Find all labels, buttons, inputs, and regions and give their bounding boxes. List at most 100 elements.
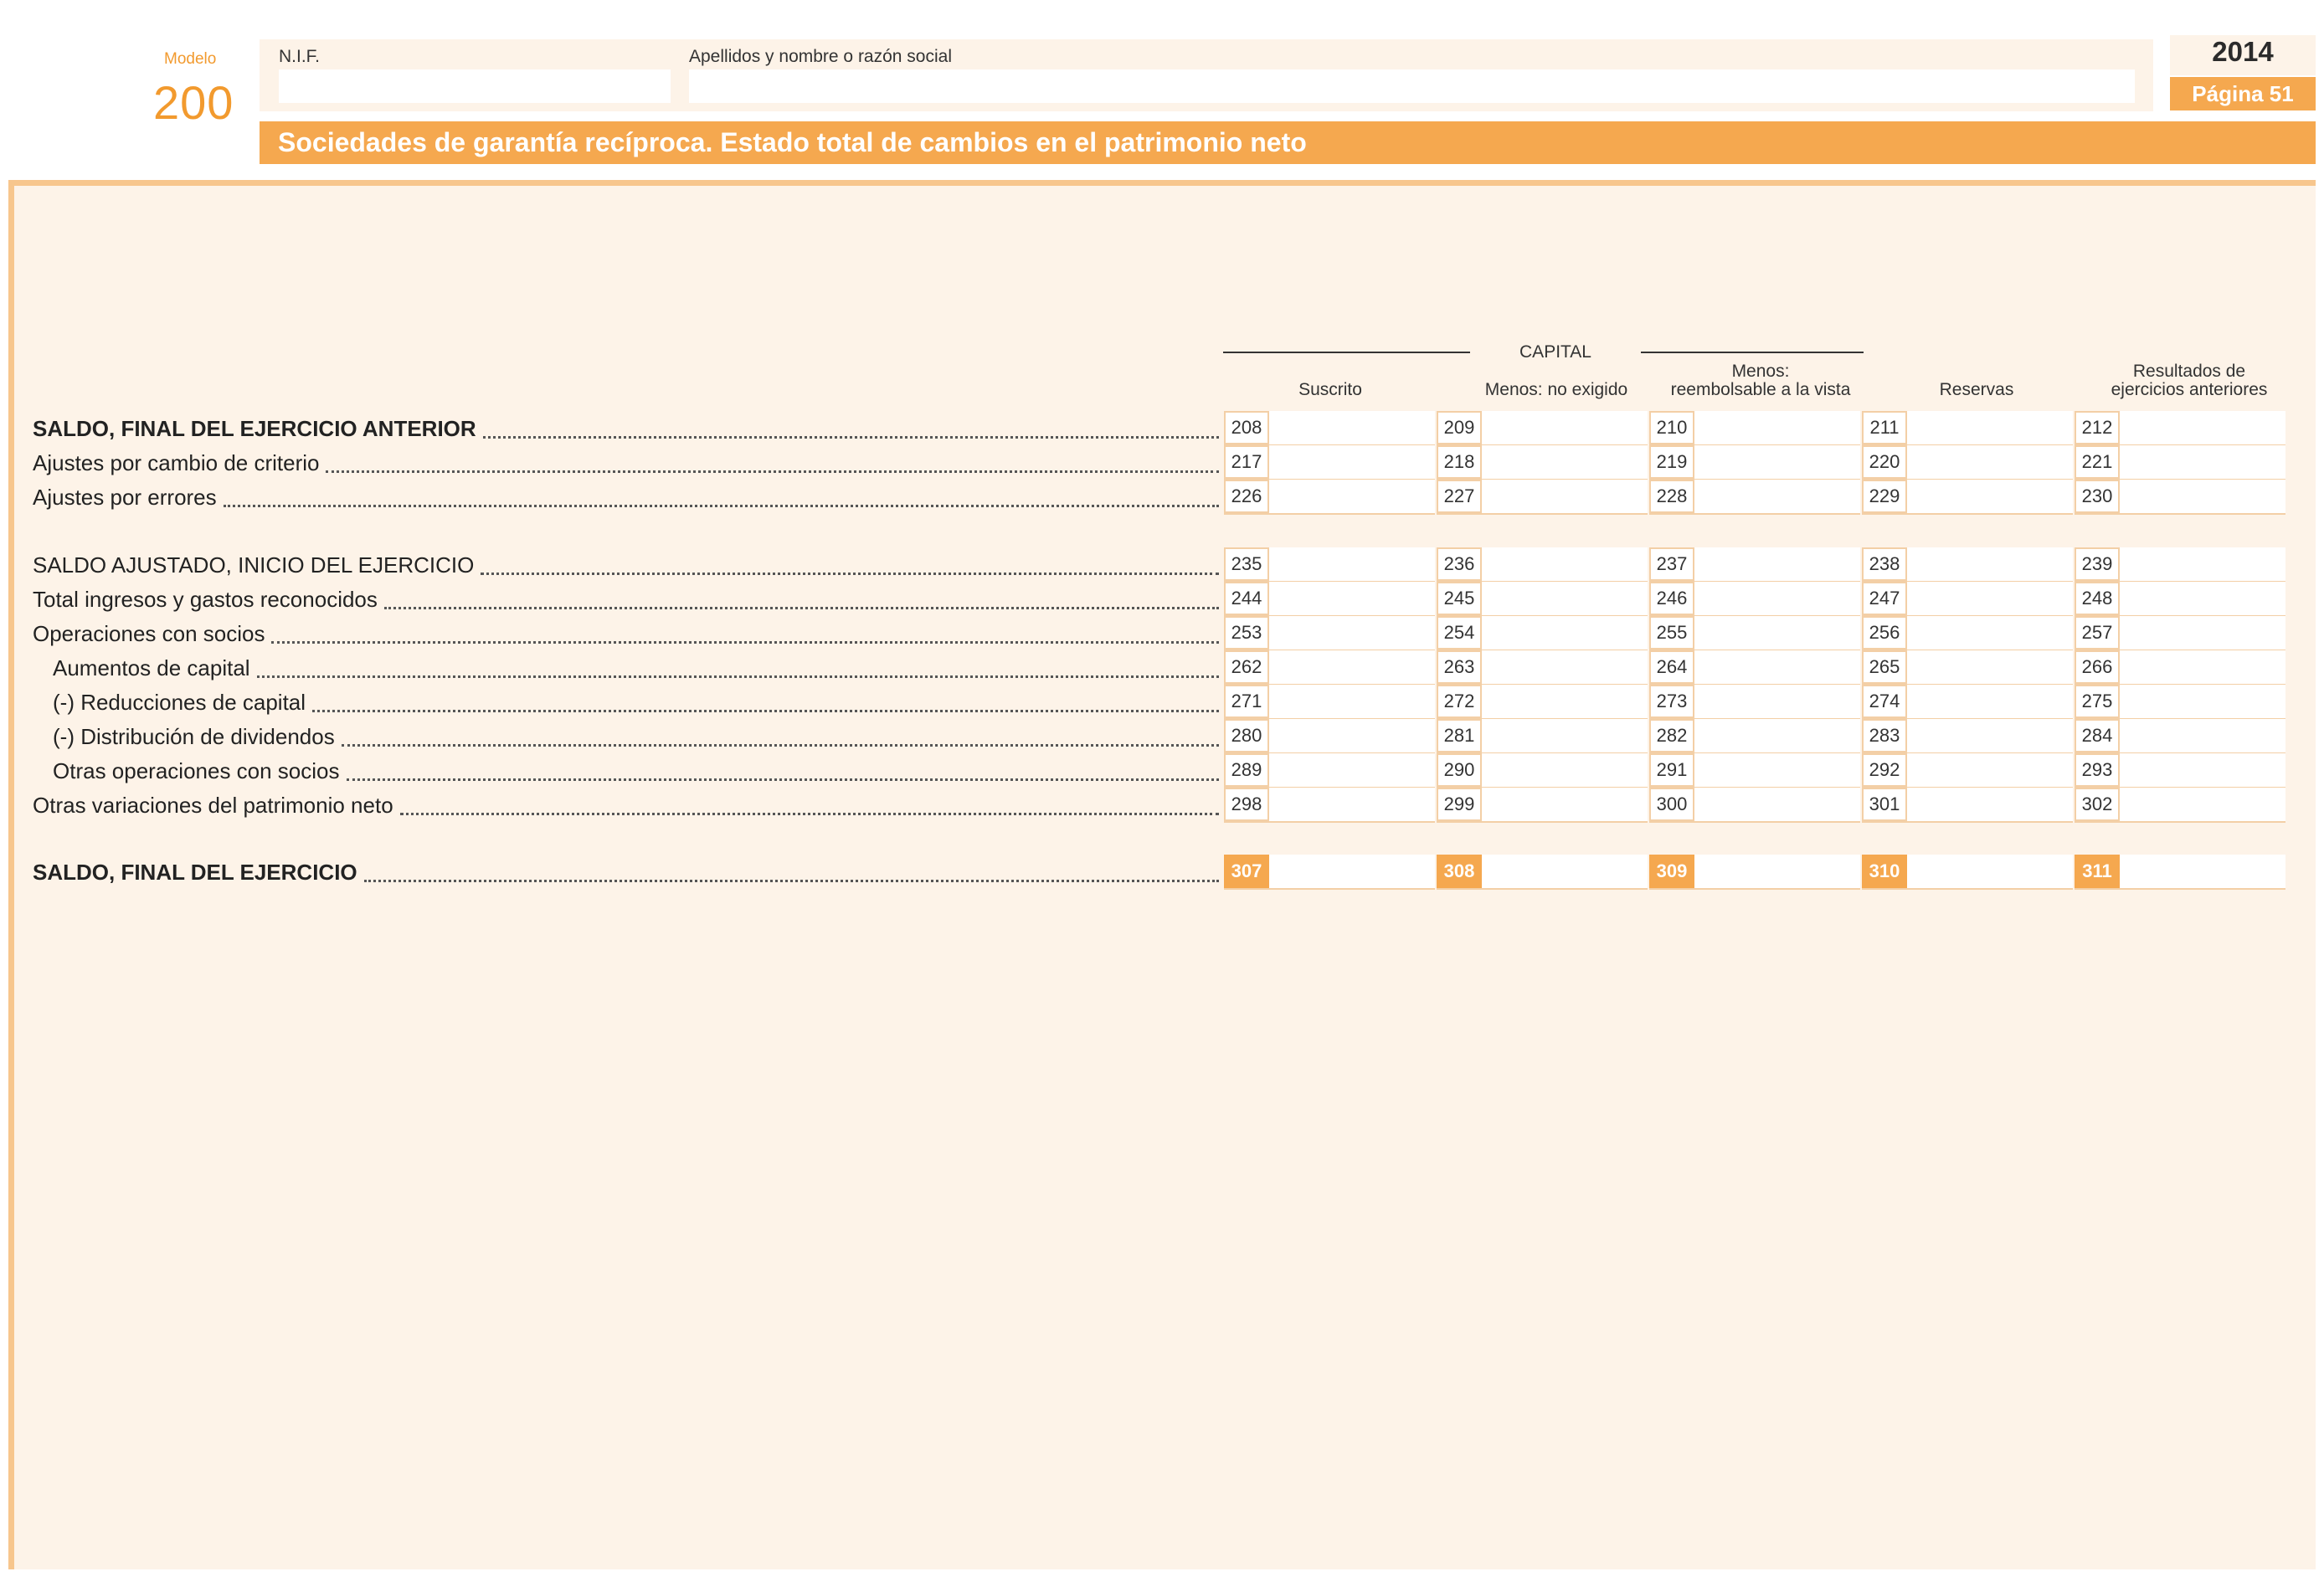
- amount-cell-suscrito[interactable]: [1269, 445, 1435, 479]
- field-code: 292: [1862, 753, 1907, 787]
- name-field[interactable]: [689, 69, 2135, 103]
- field-code: 298: [1224, 788, 1269, 821]
- amount-cell-suscrito[interactable]: [1269, 719, 1435, 752]
- field-code: 265: [1862, 650, 1907, 684]
- field-code: 280: [1224, 719, 1269, 752]
- amount-cell-resultados[interactable]: [2120, 855, 2285, 888]
- capital-rule-left: [1223, 352, 1470, 353]
- column-reembolsable-line1: Menos:: [1731, 362, 1790, 381]
- name-label: Apellidos y nombre o razón social: [689, 47, 952, 66]
- amount-cell-reembolsable[interactable]: [1694, 547, 1860, 581]
- amount-cell-no-exigido[interactable]: [1482, 480, 1648, 513]
- amount-cell-reservas[interactable]: [1907, 855, 2073, 888]
- amount-cell-reembolsable[interactable]: [1694, 788, 1860, 821]
- field-code: 230: [2075, 480, 2120, 513]
- field-code: 256: [1862, 616, 1907, 650]
- amount-cell-reservas[interactable]: [1907, 685, 2073, 718]
- row-leader-dots: [224, 505, 1219, 507]
- amount-cell-no-exigido[interactable]: [1482, 411, 1648, 444]
- field-code: 247: [1862, 582, 1907, 615]
- amount-cell-resultados[interactable]: [2120, 445, 2285, 479]
- amount-cell-reembolsable[interactable]: [1694, 753, 1860, 787]
- amount-cell-reembolsable[interactable]: [1694, 719, 1860, 752]
- column-reembolsable-line2: reembolsable a la vista: [1670, 380, 1851, 399]
- amount-cell-no-exigido[interactable]: [1482, 719, 1648, 752]
- field-code: 229: [1862, 480, 1907, 513]
- amount-cell-no-exigido[interactable]: [1482, 445, 1648, 479]
- row-leader-dots: [342, 744, 1219, 747]
- field-code: 248: [2075, 582, 2120, 615]
- amount-cell-resultados[interactable]: [2120, 685, 2285, 718]
- amount-cell-no-exigido[interactable]: [1482, 547, 1648, 581]
- field-code: 209: [1437, 411, 1482, 444]
- row-label: (-) Distribución de dividendos: [53, 724, 335, 749]
- row-label: Ajustes por cambio de criterio: [33, 450, 320, 475]
- amount-cell-reservas[interactable]: [1907, 719, 2073, 752]
- field-code: 237: [1649, 547, 1694, 581]
- amount-cell-suscrito[interactable]: [1269, 788, 1435, 821]
- amount-cell-resultados[interactable]: [2120, 547, 2285, 581]
- cell-underline: [1649, 513, 1860, 515]
- amount-cell-reservas[interactable]: [1907, 547, 2073, 581]
- amount-cell-reservas[interactable]: [1907, 411, 2073, 444]
- amount-cell-reembolsable[interactable]: [1694, 685, 1860, 718]
- amount-cell-reservas[interactable]: [1907, 480, 2073, 513]
- amount-cell-reservas[interactable]: [1907, 616, 2073, 650]
- cell-underline: [1224, 513, 1435, 515]
- field-code: 302: [2075, 788, 2120, 821]
- amount-cell-reservas[interactable]: [1907, 582, 2073, 615]
- amount-cell-reembolsable[interactable]: [1694, 616, 1860, 650]
- amount-cell-reservas[interactable]: [1907, 445, 2073, 479]
- amount-cell-resultados[interactable]: [2120, 719, 2285, 752]
- amount-cell-suscrito[interactable]: [1269, 685, 1435, 718]
- amount-cell-resultados[interactable]: [2120, 411, 2285, 444]
- amount-cell-reservas[interactable]: [1907, 788, 2073, 821]
- field-code: 246: [1649, 582, 1694, 615]
- cell-underline: [2075, 821, 2285, 823]
- amount-cell-no-exigido[interactable]: [1482, 582, 1648, 615]
- amount-cell-resultados[interactable]: [2120, 582, 2285, 615]
- amount-cell-reembolsable[interactable]: [1694, 582, 1860, 615]
- field-code: 255: [1649, 616, 1694, 650]
- amount-cell-reembolsable[interactable]: [1694, 650, 1860, 684]
- amount-cell-suscrito[interactable]: [1269, 480, 1435, 513]
- amount-cell-suscrito[interactable]: [1269, 753, 1435, 787]
- amount-cell-no-exigido[interactable]: [1482, 616, 1648, 650]
- amount-cell-suscrito[interactable]: [1269, 547, 1435, 581]
- amount-cell-suscrito[interactable]: [1269, 855, 1435, 888]
- amount-cell-resultados[interactable]: [2120, 753, 2285, 787]
- amount-cell-suscrito[interactable]: [1269, 616, 1435, 650]
- row-leader-dots: [364, 880, 1219, 882]
- field-code: 290: [1437, 753, 1482, 787]
- amount-cell-reservas[interactable]: [1907, 753, 2073, 787]
- row-label: SALDO, FINAL DEL EJERCICIO ANTERIOR: [33, 416, 476, 441]
- field-code: 301: [1862, 788, 1907, 821]
- field-code: 293: [2075, 753, 2120, 787]
- column-no-exigido: Menos: no exigido: [1484, 380, 1628, 399]
- amount-cell-suscrito[interactable]: [1269, 582, 1435, 615]
- row-leader-dots: [326, 470, 1219, 473]
- amount-cell-no-exigido[interactable]: [1482, 855, 1648, 888]
- amount-cell-suscrito[interactable]: [1269, 650, 1435, 684]
- row-label: SALDO, FINAL DEL EJERCICIO: [33, 860, 357, 885]
- field-code: 218: [1437, 445, 1482, 479]
- amount-cell-no-exigido[interactable]: [1482, 650, 1648, 684]
- nif-field[interactable]: [279, 69, 671, 103]
- amount-cell-resultados[interactable]: [2120, 616, 2285, 650]
- cell-underline: [1437, 821, 1648, 823]
- row-label: Operaciones con socios: [33, 621, 265, 646]
- amount-cell-reembolsable[interactable]: [1694, 855, 1860, 888]
- amount-cell-resultados[interactable]: [2120, 788, 2285, 821]
- amount-cell-resultados[interactable]: [2120, 480, 2285, 513]
- amount-cell-reembolsable[interactable]: [1694, 480, 1860, 513]
- amount-cell-no-exigido[interactable]: [1482, 788, 1648, 821]
- amount-cell-reembolsable[interactable]: [1694, 445, 1860, 479]
- amount-cell-suscrito[interactable]: [1269, 411, 1435, 444]
- amount-cell-no-exigido[interactable]: [1482, 685, 1648, 718]
- amount-cell-reservas[interactable]: [1907, 650, 2073, 684]
- field-code: 239: [2075, 547, 2120, 581]
- amount-cell-no-exigido[interactable]: [1482, 753, 1648, 787]
- amount-cell-reembolsable[interactable]: [1694, 411, 1860, 444]
- amount-cell-resultados[interactable]: [2120, 650, 2285, 684]
- field-code: 235: [1224, 547, 1269, 581]
